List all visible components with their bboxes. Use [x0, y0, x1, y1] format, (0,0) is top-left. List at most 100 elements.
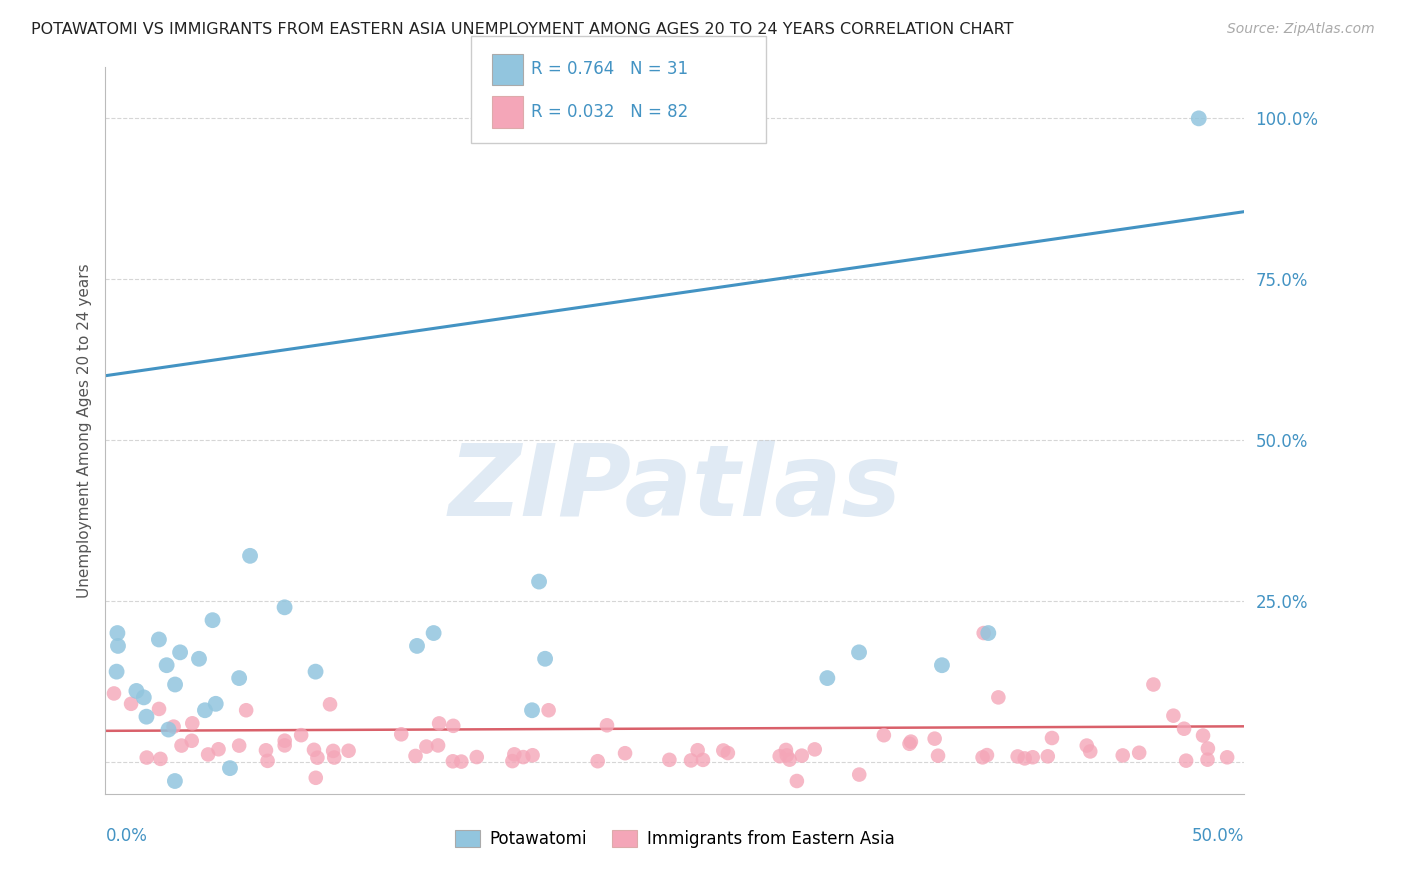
Point	[1142, 677, 1164, 691]
Point	[848, 767, 870, 781]
Point	[520, 703, 543, 717]
Point	[105, 665, 128, 679]
Point	[931, 658, 953, 673]
Point	[427, 716, 450, 731]
Point	[254, 743, 277, 757]
Point	[503, 747, 526, 762]
Point	[148, 632, 170, 647]
Text: POTAWATOMI VS IMMIGRANTS FROM EASTERN ASIA UNEMPLOYMENT AMONG AGES 20 TO 24 YEAR: POTAWATOMI VS IMMIGRANTS FROM EASTERN AS…	[31, 22, 1014, 37]
Point	[658, 753, 681, 767]
Point	[1188, 112, 1211, 126]
Point	[614, 746, 637, 760]
Point	[1078, 744, 1101, 758]
Point	[273, 739, 295, 753]
Point	[465, 750, 488, 764]
Point	[776, 748, 799, 763]
Point	[307, 750, 329, 764]
Point	[1163, 708, 1185, 723]
Point	[290, 728, 312, 742]
Point	[927, 748, 949, 763]
Point	[1216, 750, 1239, 764]
Point	[786, 774, 808, 789]
Point	[1112, 748, 1135, 763]
Point	[1197, 741, 1219, 756]
Point	[194, 703, 217, 717]
Point	[815, 671, 838, 685]
Point	[586, 754, 609, 768]
Point	[163, 774, 186, 789]
Point	[322, 744, 344, 758]
Point	[512, 750, 534, 764]
Point	[305, 771, 328, 785]
Point	[235, 703, 257, 717]
Point	[405, 748, 427, 763]
Point	[181, 716, 204, 731]
Point	[149, 752, 172, 766]
Point	[125, 684, 148, 698]
Point	[527, 574, 550, 589]
Point	[1175, 754, 1198, 768]
Point	[972, 750, 994, 764]
Text: R = 0.032   N = 82: R = 0.032 N = 82	[531, 103, 689, 121]
Point	[1173, 722, 1195, 736]
Point	[987, 690, 1010, 705]
Point	[120, 697, 142, 711]
Point	[873, 728, 896, 742]
Point	[256, 754, 278, 768]
Point	[201, 613, 224, 627]
Y-axis label: Unemployment Among Ages 20 to 24 years: Unemployment Among Ages 20 to 24 years	[76, 263, 91, 598]
Point	[775, 743, 797, 757]
Point	[207, 742, 229, 756]
Point	[1014, 751, 1036, 765]
Point	[596, 718, 619, 732]
Point	[422, 626, 444, 640]
Point	[135, 709, 157, 723]
Point	[228, 671, 250, 685]
Point	[717, 746, 740, 760]
Text: 50.0%: 50.0%	[1192, 827, 1244, 845]
Point	[180, 733, 202, 747]
Point	[686, 743, 709, 757]
Point	[900, 734, 922, 748]
Point	[692, 753, 714, 767]
Point	[976, 748, 998, 763]
Point	[415, 739, 437, 754]
Point	[679, 753, 702, 767]
Point	[537, 703, 560, 717]
Point	[1007, 749, 1029, 764]
Point	[450, 755, 472, 769]
Point	[273, 600, 295, 615]
Point	[239, 549, 262, 563]
Point	[323, 750, 346, 764]
Point	[304, 665, 326, 679]
Point	[107, 626, 129, 640]
Point	[977, 626, 1000, 640]
Point	[803, 742, 825, 756]
Text: R = 0.764   N = 31: R = 0.764 N = 31	[531, 60, 689, 78]
Point	[302, 743, 325, 757]
Point	[273, 733, 295, 747]
Point	[319, 698, 342, 712]
Point	[1022, 750, 1045, 764]
Point	[441, 754, 464, 768]
Point	[1040, 731, 1063, 745]
Point	[135, 750, 157, 764]
Point	[522, 748, 544, 763]
Point	[389, 727, 412, 741]
Point	[204, 697, 226, 711]
Point	[898, 737, 921, 751]
Point	[169, 645, 191, 659]
Point	[924, 731, 946, 746]
Point	[973, 626, 995, 640]
Point	[1192, 729, 1215, 743]
Point	[197, 747, 219, 762]
Point	[441, 719, 464, 733]
Legend: Potawatomi, Immigrants from Eastern Asia: Potawatomi, Immigrants from Eastern Asia	[449, 823, 901, 855]
Point	[1036, 749, 1059, 764]
Point	[228, 739, 250, 753]
Point	[1076, 739, 1098, 753]
Point	[107, 639, 129, 653]
Text: ZIPatlas: ZIPatlas	[449, 440, 901, 537]
Point	[103, 686, 125, 700]
Point	[406, 639, 429, 653]
